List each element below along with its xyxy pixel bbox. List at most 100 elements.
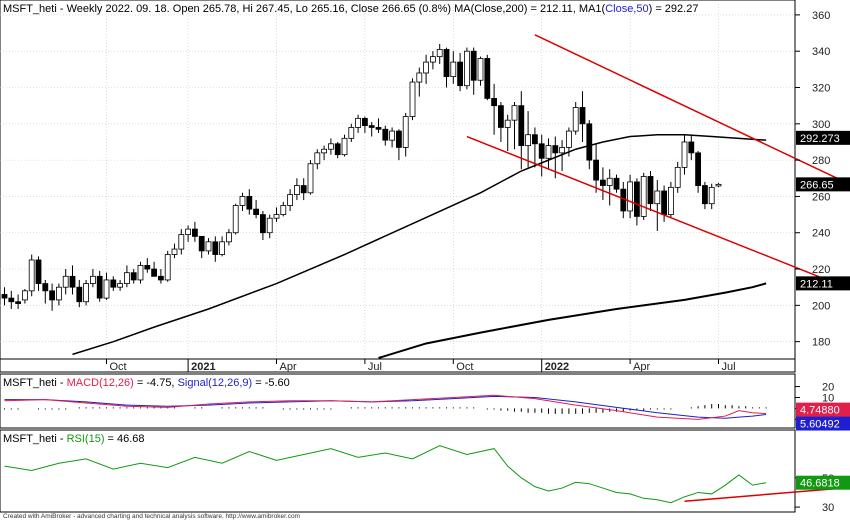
candle-body	[708, 186, 715, 205]
candle-body	[450, 61, 457, 78]
candle-body	[545, 145, 552, 159]
macd-label: MACD(12,26)	[67, 377, 134, 389]
candle-body	[606, 177, 613, 186]
rsi-tag-text: 46.6818	[800, 478, 840, 490]
candle-body	[62, 275, 69, 288]
candle-body	[83, 283, 89, 303]
candle-body	[586, 123, 593, 161]
candle-body	[117, 283, 123, 288]
candle-body	[185, 228, 192, 235]
price-header: MSFT_heti - Weekly 2022. 09. 18. Open 26…	[3, 3, 698, 15]
price-layer	[1, 34, 842, 359]
candle-body	[191, 228, 198, 237]
time-tick-label-Jul: Jul	[368, 361, 382, 373]
macd-tag-box	[796, 402, 850, 417]
candle-body	[559, 147, 565, 154]
price-tick-label-220: 220	[812, 264, 830, 276]
candle-body	[525, 134, 531, 146]
candle-body	[395, 130, 402, 148]
rsi-label: RSI(15)	[67, 433, 105, 445]
price-tag-1-text: 266.65	[800, 179, 834, 191]
price-tick-label-180: 180	[812, 337, 830, 349]
footer-credit: Created with AmiBroker - advanced charti…	[3, 513, 300, 520]
candle-body	[69, 275, 76, 288]
time-tick-label-2021: 2021	[191, 361, 215, 373]
candle-body	[334, 143, 341, 156]
candle-body	[28, 259, 35, 292]
time-tick-label-Oct: Oct	[110, 361, 127, 373]
candle-body	[232, 205, 239, 234]
candle-body	[348, 127, 355, 139]
time-tick-label-Apr: Apr	[633, 361, 650, 373]
candle-body	[463, 50, 470, 87]
candle-body	[8, 297, 15, 303]
candle-body	[212, 241, 219, 255]
candle-body	[76, 286, 83, 303]
candle-body	[253, 208, 260, 215]
price-tick-label-360: 360	[812, 10, 830, 22]
candle-body	[579, 107, 586, 125]
price-pane	[0, 0, 796, 373]
candle-body	[566, 130, 572, 148]
price-header-text: MSFT_heti - Weekly 2022. 09. 18. Open 26…	[3, 3, 579, 15]
candle-body	[90, 275, 96, 284]
candle-body	[361, 117, 368, 127]
rsi-line	[4, 445, 767, 504]
rsi-tag-box	[796, 475, 850, 490]
time-tick-label-2022: 2022	[545, 361, 569, 373]
rsi-pane	[0, 429, 796, 513]
candle-body	[715, 183, 722, 187]
candle-body	[321, 148, 328, 154]
macd-tick-label: 10	[822, 392, 834, 404]
ma1-arg: Close,50	[605, 3, 648, 15]
candle-body	[402, 116, 409, 148]
candle-body	[15, 301, 22, 304]
candle-body	[416, 72, 423, 83]
candle-body	[532, 134, 538, 145]
candle-body	[572, 107, 579, 132]
candle-body	[151, 268, 158, 277]
candle-body	[35, 259, 42, 284]
candle-body	[511, 105, 518, 121]
candle-body	[497, 105, 504, 128]
ma200-line	[378, 282, 767, 359]
candle-body	[484, 58, 491, 99]
candle-body	[171, 248, 178, 255]
price-tag-2-text: 212.11	[800, 278, 833, 290]
ma1-value: ) = 292.27	[649, 3, 699, 15]
candle-body	[137, 265, 144, 281]
candle-body	[627, 181, 633, 212]
candle-body	[124, 272, 130, 284]
candle-body	[647, 176, 654, 205]
candle-body	[56, 286, 62, 301]
candle-body	[681, 141, 688, 168]
candle-body	[198, 235, 205, 252]
price-tick-label-240: 240	[812, 228, 830, 240]
candle-body	[423, 61, 430, 74]
rsi-tick-label-30: 30	[822, 502, 834, 514]
candle-body	[661, 190, 667, 215]
macd-header: MSFT_heti - MACD(12,26) = -4.75, Signal(…	[3, 377, 290, 389]
candle-body	[225, 232, 232, 243]
candle-body	[600, 179, 606, 186]
tag-layer: 292.273 266.65 212.11 4.74880 5.60492 46.6818	[796, 130, 850, 490]
macd-header-prefix: MSFT_heti -	[3, 377, 67, 389]
candle-body	[389, 130, 396, 141]
price-tag-1-box	[796, 177, 850, 192]
candle-body	[110, 279, 117, 288]
price-tick-label-280: 280	[812, 155, 830, 167]
candle-body	[314, 152, 321, 165]
candle-body	[668, 186, 674, 215]
candle-body	[103, 279, 110, 299]
candle-body	[293, 185, 300, 196]
ma1-label: MA1(	[579, 3, 606, 15]
candle-body	[239, 196, 246, 206]
candle-body	[205, 241, 212, 252]
candle-body	[178, 234, 185, 250]
candle-body	[355, 117, 362, 128]
macd-tick-label: 20	[822, 382, 834, 394]
macd-value: = -4.75,	[134, 377, 178, 389]
candle-body	[640, 176, 647, 217]
candle-body	[491, 98, 498, 107]
